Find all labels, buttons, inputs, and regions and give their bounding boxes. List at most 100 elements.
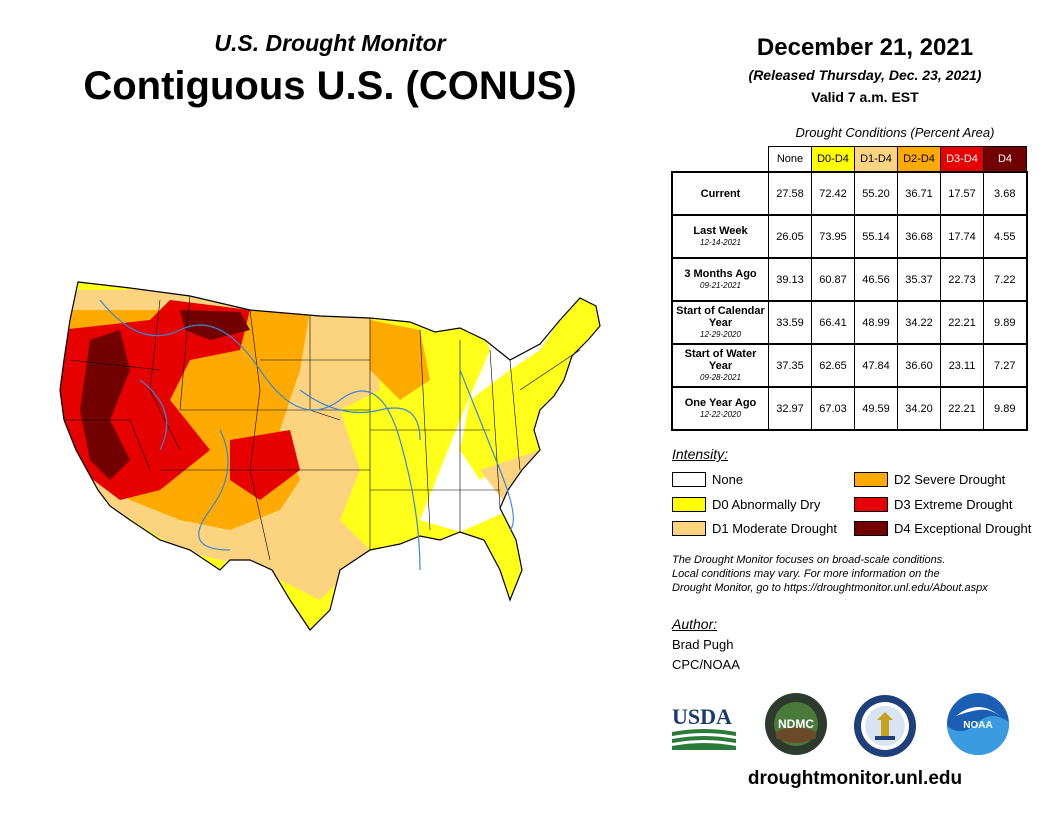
row-date: 12-14-2021 bbox=[700, 237, 741, 247]
table-header-d0-d4: D0-D4 bbox=[811, 146, 855, 173]
legend-label: None bbox=[712, 471, 744, 487]
table-cell: 36.68 bbox=[897, 214, 941, 259]
table-cell: 62.65 bbox=[811, 343, 855, 388]
drought-map bbox=[59, 281, 601, 631]
author-label: Author: bbox=[672, 616, 718, 632]
region-d3 bbox=[230, 430, 300, 500]
region-d2 bbox=[370, 320, 430, 400]
map-title: Contiguous U.S. (CONUS) bbox=[83, 64, 577, 108]
row-label-text: Current bbox=[700, 187, 741, 200]
row-date: 09-21-2021 bbox=[700, 280, 741, 290]
legend-label: D0 Abnormally Dry bbox=[712, 496, 821, 512]
note-line: The Drought Monitor focuses on broad-sca… bbox=[672, 554, 946, 566]
legend-title: Intensity: bbox=[672, 446, 729, 462]
row-date: 12-29-2020 bbox=[700, 329, 741, 339]
legend-swatch bbox=[672, 471, 706, 487]
table-corner bbox=[672, 147, 769, 173]
author-name: Brad Pugh bbox=[672, 637, 734, 652]
usda-logo-text: USDA bbox=[672, 704, 732, 729]
table-cell: 22.21 bbox=[940, 386, 984, 431]
legend-label: D2 Severe Drought bbox=[894, 471, 1006, 487]
table-header-d4: D4 bbox=[983, 146, 1027, 173]
table-cell: 55.14 bbox=[854, 214, 898, 259]
legend-label: D4 Exceptional Drought bbox=[894, 520, 1032, 536]
table-header-d1-d4: D1-D4 bbox=[854, 146, 898, 173]
us-outline bbox=[59, 281, 601, 631]
legend-swatch bbox=[854, 520, 888, 536]
ndmc-logo: NDMC bbox=[764, 692, 828, 756]
row-label: Last Week 12-14-2021 bbox=[671, 214, 769, 259]
noaa-logo: NOAA bbox=[946, 692, 1010, 756]
author-org: CPC/NOAA bbox=[672, 657, 740, 672]
legend-item: D3 Extreme Drought bbox=[854, 495, 1013, 513]
table-row: Start of Calendar Year 12-29-2020 33.59 66.… bbox=[671, 300, 1028, 345]
table-cell: 46.56 bbox=[854, 257, 898, 302]
row-date: 09-28-2021 bbox=[700, 372, 741, 382]
note-line: Local conditions may vary. For more info… bbox=[672, 568, 940, 580]
ndmc-logo-text: NDMC bbox=[778, 717, 814, 731]
legend-item: D2 Severe Drought bbox=[854, 470, 1005, 488]
row-label: Start of Calendar Year 12-29-2020 bbox=[671, 300, 769, 345]
table-cell: 27.58 bbox=[768, 171, 812, 216]
valid-time: Valid 7 a.m. EST bbox=[811, 89, 919, 105]
table-row: Current 27.58 72.42 55.20 36.71 17.57 3.68 bbox=[671, 171, 1028, 216]
drought-conditions-table: None D0-D4 D1-D4 D2-D4 D3-D4 D4 Current 27.58 7… bbox=[671, 146, 1028, 431]
table-header-d2-d4: D2-D4 bbox=[897, 146, 941, 173]
map-date: December 21, 2021 bbox=[756, 34, 974, 61]
rivers bbox=[99, 299, 514, 571]
legend-swatch bbox=[672, 496, 706, 512]
table-caption: Drought Conditions (Percent Area) bbox=[795, 125, 995, 140]
table-cell: 22.73 bbox=[940, 257, 984, 302]
row-label: Start of Water Year 09-28-2021 bbox=[671, 343, 769, 388]
website-link[interactable]: droughtmonitor.unl.edu bbox=[747, 768, 963, 789]
table-cell: 3.68 bbox=[983, 171, 1028, 216]
table-row: Last Week 12-14-2021 26.05 73.95 55.14 36.68 1… bbox=[671, 214, 1028, 259]
table-cell: 55.20 bbox=[854, 171, 898, 216]
legend-swatch bbox=[672, 520, 706, 536]
table-cell: 73.95 bbox=[811, 214, 855, 259]
row-label-text: Start of Water Year bbox=[684, 347, 757, 372]
legend-item: D4 Exceptional Drought bbox=[854, 519, 1031, 537]
row-label-text: 3 Months Ago bbox=[684, 267, 757, 280]
table-cell: 4.55 bbox=[983, 214, 1028, 259]
table-cell: 39.13 bbox=[768, 257, 812, 302]
usda-logo: USDA bbox=[672, 702, 736, 750]
disclaimer-note: The Drought Monitor focuses on broad-sca… bbox=[672, 553, 1052, 595]
table-cell: 33.59 bbox=[768, 300, 812, 345]
row-label: Current bbox=[671, 171, 769, 216]
table-cell: 37.35 bbox=[768, 343, 812, 388]
table-cell: 66.41 bbox=[811, 300, 855, 345]
legend-swatch bbox=[854, 496, 888, 512]
table-cell: 49.59 bbox=[854, 386, 898, 431]
legend-item: D0 Abnormally Dry bbox=[672, 495, 820, 513]
table-cell: 7.22 bbox=[983, 257, 1028, 302]
table-cell: 36.60 bbox=[897, 343, 941, 388]
legend-item: None bbox=[672, 470, 743, 488]
table-cell: 60.87 bbox=[811, 257, 855, 302]
table-cell: 35.37 bbox=[897, 257, 941, 302]
table-cell: 32.97 bbox=[768, 386, 812, 431]
table-cell: 26.05 bbox=[768, 214, 812, 259]
row-label: One Year Ago 12-22-2020 bbox=[671, 386, 769, 431]
commerce-seal bbox=[853, 694, 917, 758]
table-cell: 22.21 bbox=[940, 300, 984, 345]
table-cell: 17.74 bbox=[940, 214, 984, 259]
table-header-none: None bbox=[768, 146, 812, 173]
map-subtitle: U.S. Drought Monitor bbox=[214, 30, 446, 56]
release-date: (Released Thursday, Dec. 23, 2021) bbox=[748, 67, 982, 83]
table-row: One Year Ago 12-22-2020 32.97 67.03 49.59 34.… bbox=[671, 386, 1028, 431]
legend-swatch bbox=[854, 471, 888, 487]
table-header-d3-d4: D3-D4 bbox=[940, 146, 984, 173]
table-cell: 72.42 bbox=[811, 171, 855, 216]
table-cell: 47.84 bbox=[854, 343, 898, 388]
table-cell: 36.71 bbox=[897, 171, 941, 216]
region-d4 bbox=[180, 310, 250, 340]
table-cell: 34.20 bbox=[897, 386, 941, 431]
row-date: 12-22-2020 bbox=[700, 409, 741, 419]
legend-item: D1 Moderate Drought bbox=[672, 519, 837, 537]
region-d4 bbox=[80, 330, 130, 480]
table-cell: 67.03 bbox=[811, 386, 855, 431]
table-cell: 23.11 bbox=[940, 343, 984, 388]
row-label: 3 Months Ago 09-21-2021 bbox=[671, 257, 769, 302]
table-cell: 34.22 bbox=[897, 300, 941, 345]
